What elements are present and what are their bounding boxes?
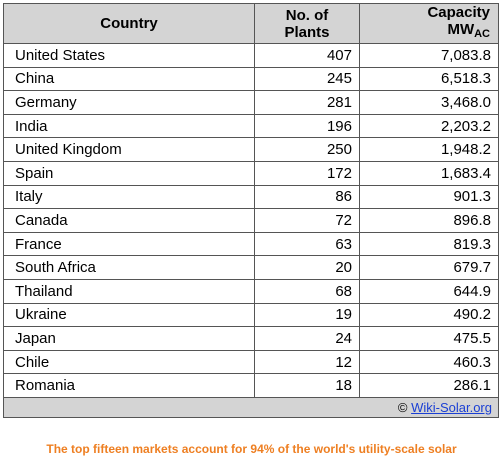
cell-plants: 63 — [254, 231, 360, 257]
cell-capacity: 475.5 — [359, 326, 499, 351]
table-header-row: Country No. of Plants Capacity MWAC — [3, 3, 499, 44]
cell-capacity: 1,683.4 — [359, 160, 499, 186]
column-header-capacity-line1: Capacity — [427, 4, 490, 21]
cell-country: China — [3, 66, 255, 92]
cell-country: France — [3, 231, 255, 257]
cell-plants: 245 — [254, 66, 360, 92]
cell-capacity: 7,083.8 — [359, 43, 499, 68]
table-body: United States 407 7,083.8 China 245 6,518.3 Ge… — [3, 43, 499, 398]
table-row: Romania 18 286.1 — [3, 373, 499, 398]
table-row: Chile 12 460.3 — [3, 349, 499, 375]
column-header-capacity: Capacity MWAC — [359, 3, 499, 44]
table-row: United Kingdom 250 1,948.2 — [3, 137, 499, 162]
column-header-plants-line2: Plants — [284, 23, 330, 41]
cell-plants: 196 — [254, 113, 360, 139]
cell-plants: 407 — [254, 43, 360, 68]
cell-country: South Africa — [3, 255, 255, 280]
column-header-country: Country — [3, 3, 255, 44]
cell-capacity: 3,468.0 — [359, 90, 499, 115]
cell-capacity: 6,518.3 — [359, 66, 499, 92]
cell-plants: 86 — [254, 184, 360, 210]
cell-country: Spain — [3, 160, 255, 186]
copyright-symbol: © — [397, 399, 408, 415]
table-row: India 196 2,203.2 — [3, 113, 499, 139]
column-header-capacity-unit: MW — [447, 21, 475, 38]
table-row: Italy 86 901.3 — [3, 184, 499, 210]
table-row: Germany 281 3,468.0 — [3, 90, 499, 115]
cell-country: Italy — [3, 184, 255, 210]
column-header-plants: No. of Plants — [254, 3, 360, 44]
column-header-capacity-subscript: AC — [474, 28, 490, 40]
cell-plants: 281 — [254, 90, 360, 115]
table-row: Thailand 68 644.9 — [3, 278, 499, 304]
cell-plants: 18 — [254, 373, 360, 398]
table-row: Spain 172 1,683.4 — [3, 160, 499, 186]
cell-plants: 12 — [254, 349, 360, 375]
table-row: Ukraine 19 490.2 — [3, 302, 499, 328]
cell-country: Thailand — [3, 278, 255, 304]
table-footer-credit: © Wiki-Solar.org — [3, 396, 499, 418]
cell-capacity: 460.3 — [359, 349, 499, 375]
table-row: Canada 72 896.8 — [3, 208, 499, 233]
cell-capacity: 679.7 — [359, 255, 499, 280]
cell-country: United States — [3, 43, 255, 68]
table-row: France 63 819.3 — [3, 231, 499, 257]
cell-capacity: 1,948.2 — [359, 137, 499, 162]
cell-capacity: 286.1 — [359, 373, 499, 398]
table-row: Japan 24 475.5 — [3, 326, 499, 351]
cell-country: Germany — [3, 90, 255, 115]
cell-plants: 19 — [254, 302, 360, 328]
cell-capacity: 901.3 — [359, 184, 499, 210]
table-footer-row: © Wiki-Solar.org — [3, 396, 499, 418]
cell-plants: 24 — [254, 326, 360, 351]
cell-capacity: 2,203.2 — [359, 113, 499, 139]
column-header-plants-line1: No. of — [285, 6, 329, 24]
solar-markets-table: Country No. of Plants Capacity MWAC Unit… — [3, 3, 499, 418]
cell-plants: 72 — [254, 208, 360, 233]
cell-capacity: 819.3 — [359, 231, 499, 257]
wiki-solar-link[interactable]: Wiki-Solar.org — [411, 399, 492, 415]
cell-country: India — [3, 113, 255, 139]
table-row: United States 407 7,083.8 — [3, 43, 499, 68]
cell-country: Japan — [3, 326, 255, 351]
cell-country: Romania — [3, 373, 255, 398]
table-row: South Africa 20 679.7 — [3, 255, 499, 280]
cell-plants: 250 — [254, 137, 360, 162]
cell-capacity: 490.2 — [359, 302, 499, 328]
cell-capacity: 896.8 — [359, 208, 499, 233]
cell-country: Ukraine — [3, 302, 255, 328]
table-caption: The top fifteen markets account for 94% … — [46, 442, 457, 456]
column-header-country-label: Country — [100, 15, 158, 32]
cell-plants: 68 — [254, 278, 360, 304]
cell-country: United Kingdom — [3, 137, 255, 162]
cell-plants: 20 — [254, 255, 360, 280]
cell-country: Canada — [3, 208, 255, 233]
cell-country: Chile — [3, 349, 255, 375]
cell-capacity: 644.9 — [359, 278, 499, 304]
table-row: China 245 6,518.3 — [3, 66, 499, 92]
cell-plants: 172 — [254, 160, 360, 186]
solar-markets-table-container: Country No. of Plants Capacity MWAC Unit… — [3, 3, 499, 418]
